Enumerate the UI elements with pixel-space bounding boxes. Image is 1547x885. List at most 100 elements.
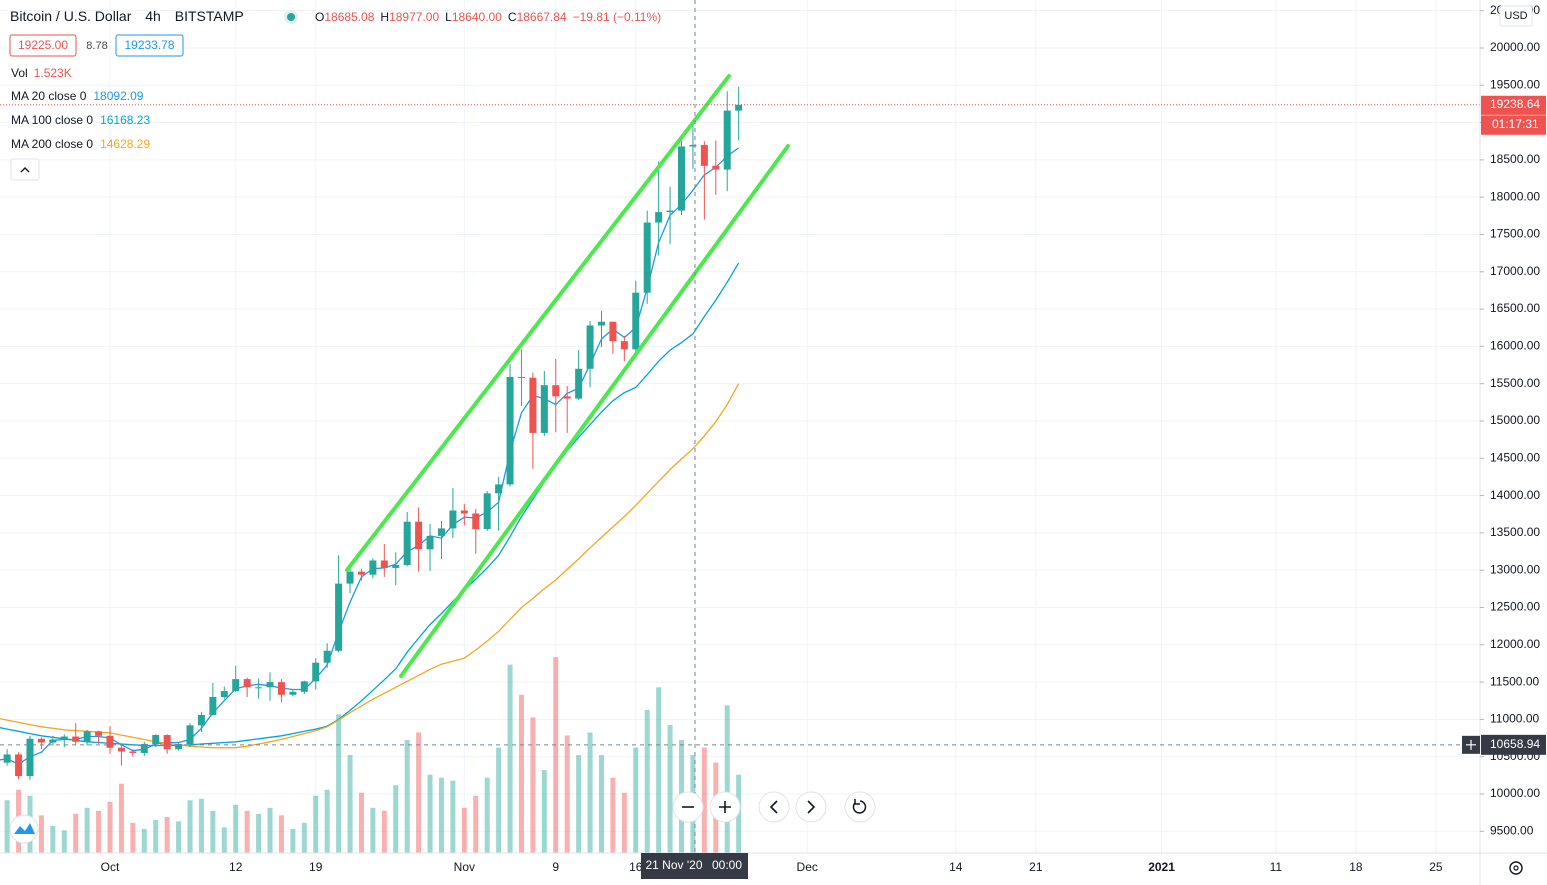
volume-bar [553, 657, 559, 853]
candle-body [540, 385, 548, 433]
candle-body [95, 731, 103, 736]
volume-bar [118, 783, 124, 853]
y-tick-label: 14000.00 [1490, 488, 1540, 502]
ohlc-key: H [380, 10, 389, 24]
candle-body [552, 385, 560, 397]
volume-bar [461, 807, 467, 853]
volume-bar [576, 755, 582, 853]
currency-box[interactable] [1499, 5, 1533, 27]
volume-legend: Vol 1.523K [11, 66, 72, 80]
settings-button[interactable] [1509, 861, 1523, 875]
candle-body [597, 321, 605, 326]
candle-body [220, 691, 228, 698]
ma-legend-entry: MA 200 close 0 14628.29 [11, 137, 150, 151]
volume-bar [324, 789, 330, 853]
change: −19.81 (−0.11%) [573, 10, 662, 24]
ohlc-value: 18685.08 [324, 10, 374, 24]
y-tick-label: 12500.00 [1490, 600, 1540, 614]
reset-button[interactable] [844, 791, 876, 823]
overlay [0, 0, 1480, 853]
candle-body [255, 687, 263, 689]
candle-body [83, 731, 91, 742]
candle-body [152, 735, 160, 745]
volume-bar [4, 800, 10, 853]
candle-body [312, 662, 320, 682]
spread: 8.78 [86, 40, 107, 52]
ohlc-key: C [508, 10, 517, 24]
candle-body [117, 747, 125, 752]
volume-bar [484, 777, 490, 853]
volume-bar [198, 798, 204, 853]
volume-bar [221, 827, 227, 853]
y-tick-label: 16500.00 [1490, 301, 1540, 315]
candle-body [277, 682, 285, 695]
volume-bar [233, 804, 239, 853]
ma-name: MA 20 close 0 [11, 89, 87, 103]
ohlc-value: 18667.84 [517, 10, 567, 24]
volume-bar [96, 810, 102, 853]
candle-body [163, 735, 171, 750]
ask-box[interactable] [115, 34, 184, 57]
candle-body [403, 521, 411, 565]
collapse-legend-button[interactable] [10, 158, 40, 181]
candle-body [735, 104, 743, 111]
y-tick-label: 9500.00 [1490, 823, 1534, 837]
candle-body [460, 510, 468, 514]
candle-body [563, 396, 571, 399]
volume-bar [507, 664, 513, 853]
candle-body [175, 744, 183, 750]
volume-bar [724, 705, 730, 853]
grid [0, 0, 1480, 853]
volume-bar [473, 795, 479, 853]
symbol-title: Bitcoin / U.S. Dollar 4h BITSTAMP [10, 8, 244, 24]
candle-body [678, 146, 685, 211]
candle-body [472, 513, 480, 530]
ma-legend-entry: MA 20 close 0 18092.09 [11, 89, 144, 103]
volume-bar [416, 732, 422, 853]
volume-bar [336, 714, 342, 853]
candle-body [655, 212, 663, 223]
x-tick-label: 21 [1029, 860, 1043, 874]
volume-bar [84, 807, 90, 853]
scroll-right-button[interactable] [795, 791, 827, 823]
logo-button[interactable] [9, 814, 39, 844]
y-tick-label: 12000.00 [1490, 637, 1540, 651]
y-tick-label: 11000.00 [1490, 712, 1539, 726]
candle-body [266, 682, 274, 688]
status-dot [287, 13, 295, 21]
volume-bar [210, 810, 216, 853]
crosshair-date-label: 21 Nov '20 [646, 858, 703, 872]
zoom-in-icon [719, 801, 731, 813]
scroll-left-button[interactable] [758, 791, 790, 823]
x-tick-label: 16 [629, 860, 643, 874]
ohlc-key: L [445, 10, 452, 24]
x-tick-label: Dec [797, 860, 818, 874]
candle-body [529, 377, 537, 433]
volume-bar [141, 828, 147, 853]
volume-bar [358, 792, 364, 853]
x-tick-label: 9 [552, 860, 559, 874]
candle-body [197, 714, 205, 726]
crosshair-time-tag [641, 853, 748, 879]
candle-body [186, 725, 194, 745]
bid-box[interactable] [9, 34, 77, 57]
volume-bar [347, 755, 353, 853]
candle-body [289, 691, 297, 695]
channel-drawing [345, 74, 790, 678]
y-tick-label: 13000.00 [1490, 562, 1540, 576]
candle-body [129, 751, 137, 753]
volume-bar [256, 813, 262, 853]
volume-bar [313, 795, 319, 853]
interval: 4h [145, 8, 161, 24]
ma-name: MA 100 close 0 [11, 113, 93, 127]
volume-bar [610, 777, 616, 853]
volume-bar [587, 732, 593, 853]
volume-bar [164, 816, 170, 853]
volume-bar [541, 770, 547, 853]
crosshair-time-label: 00:00 [712, 858, 742, 872]
candle-body [72, 736, 80, 742]
candle-body [140, 744, 148, 753]
y-tick-label: 13500.00 [1490, 525, 1540, 539]
